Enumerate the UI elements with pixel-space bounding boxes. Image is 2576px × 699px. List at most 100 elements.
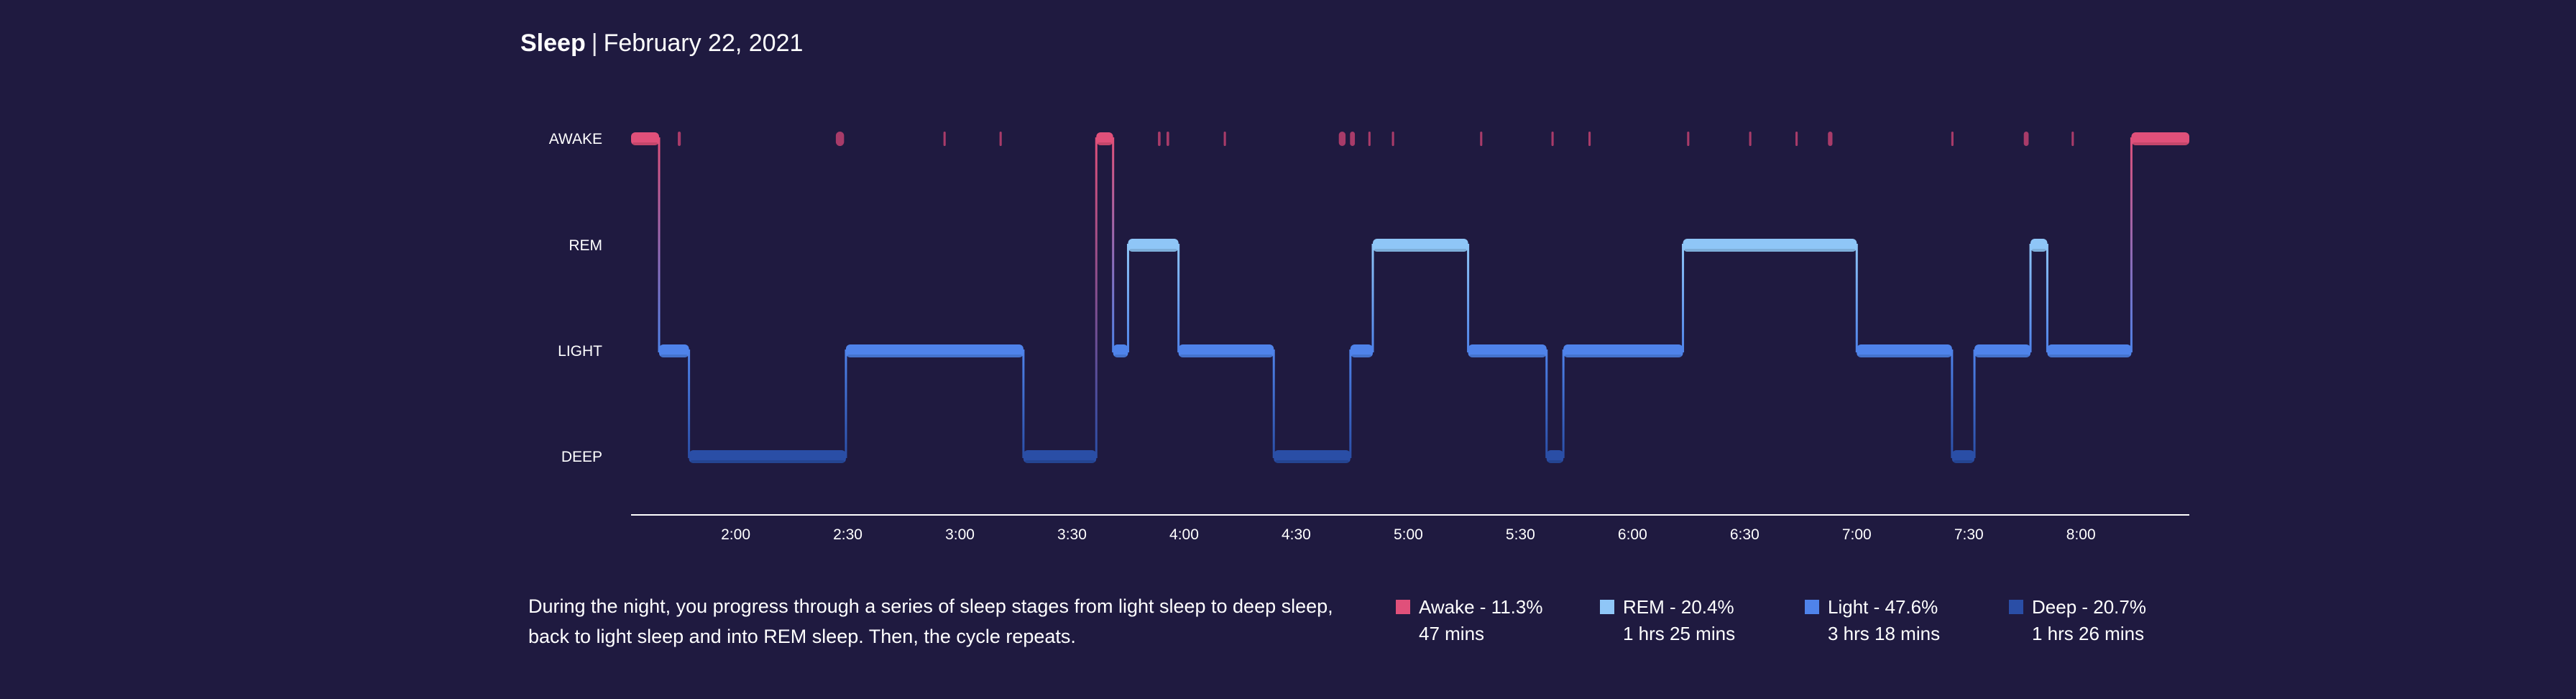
x-tick-label: 4:00: [1169, 526, 1199, 543]
legend-duration: 1 hrs 25 mins: [1623, 623, 1736, 644]
stage-transition: [1126, 244, 1129, 352]
sleep-segment-light: [658, 344, 689, 357]
x-tick-label: 5:00: [1394, 526, 1423, 543]
stage-transition: [2130, 137, 2133, 352]
brief-awakening-mark: [943, 132, 946, 146]
segment-bar: [1096, 132, 1113, 145]
x-tick-label: 7:30: [1954, 526, 1984, 543]
legend-duration: 1 hrs 26 mins: [2032, 623, 2145, 644]
segment-bar: [1546, 450, 1564, 463]
segment-bar: [1373, 239, 1468, 252]
segment-shade: [2032, 249, 2046, 252]
segment-shade: [1098, 142, 1112, 145]
sleep-segment-light: [1974, 344, 2031, 357]
legend-item-deep: Deep - 20.7% 1 hrs 26 mins: [2009, 594, 2225, 645]
light-swatch: [1805, 600, 1819, 614]
segment-bar: [1274, 450, 1351, 463]
segment-bar: [1178, 344, 1274, 357]
segment-shade: [1976, 355, 2030, 357]
x-tick-label: 3:00: [945, 526, 975, 543]
sleep-segment-light: [1857, 344, 1952, 357]
legend-duration: 3 hrs 18 mins: [1828, 623, 1941, 644]
page-title: Sleep: [520, 29, 586, 57]
segment-shade: [1275, 460, 1349, 463]
brief-awakening-mark: [1392, 132, 1394, 146]
brief-awakening-mark: [2023, 132, 2029, 146]
segment-bar: [1563, 344, 1683, 357]
brief-awakening-mark: [1480, 132, 1483, 146]
segment-bar: [658, 344, 689, 357]
brief-awakening-mark: [1223, 132, 1226, 146]
x-tick-label: 8:00: [2066, 526, 2096, 543]
sleep-segment-deep: [1023, 450, 1097, 463]
x-tick-label: 6:30: [1730, 526, 1760, 543]
segment-shade: [1547, 460, 1563, 463]
legend-label: REM - 20.4%: [1623, 595, 1734, 618]
segment-shade: [690, 460, 845, 463]
deep-swatch: [2009, 600, 2023, 614]
legend-duration: 47 mins: [1419, 623, 1485, 644]
sleep-segment-deep: [689, 450, 846, 463]
segment-bar: [1974, 344, 2031, 357]
sleep-stage-chart: AWAKE REM LIGHT DEEP 2:00 2:30 3:00 3:30 4:00 4:…: [549, 131, 2189, 543]
segment-shade: [1114, 355, 1127, 357]
segment-shade: [1858, 355, 1951, 357]
sleep-segment-rem: [1683, 239, 1857, 252]
brief-awakening-mark: [677, 132, 681, 146]
stage-label-awake: AWAKE: [549, 131, 602, 147]
segment-bar: [1468, 344, 1547, 357]
sleep-segment-deep: [1951, 450, 1975, 463]
segment-shade: [1565, 355, 1682, 357]
sleep-segment-awake: [1096, 132, 1113, 145]
brief-awakening-mark: [1828, 132, 1833, 146]
segment-bar: [689, 450, 846, 463]
brief-awakening-mark: [1167, 132, 1169, 146]
segment-bar: [1350, 344, 1374, 357]
sleep-segment-rem: [1373, 239, 1468, 252]
brief-awakening-mark: [2071, 132, 2074, 146]
stage-transition: [1112, 137, 1115, 352]
x-tick-label: 6:00: [1618, 526, 1647, 543]
brief-awakening-mark: [1795, 132, 1798, 146]
segment-bar: [1128, 239, 1179, 252]
segment-bar: [1857, 344, 1952, 357]
legend-label: Light - 47.6%: [1828, 595, 1938, 618]
segment-shade: [1469, 355, 1545, 357]
sleep-segment-light: [1468, 344, 1547, 357]
stage-transition: [688, 350, 691, 458]
segment-shade: [847, 355, 1022, 357]
brief-awakening-mark: [1338, 132, 1346, 146]
stage-transition: [1349, 350, 1352, 458]
stage-transition: [2046, 244, 2048, 352]
segment-shade: [2133, 142, 2188, 145]
sleep-segment-light: [1178, 344, 1274, 357]
brief-awakening-mark: [1749, 132, 1752, 146]
segment-bar: [1951, 450, 1975, 463]
stage-transition: [1272, 350, 1275, 458]
sleep-segment-light: [1563, 344, 1683, 357]
stage-transition: [1177, 244, 1180, 352]
x-tick-label: 3:30: [1057, 526, 1087, 543]
legend-label: Awake - 11.3%: [1419, 595, 1543, 618]
stage-transition: [1855, 244, 1858, 352]
brief-awakening-mark: [1551, 132, 1554, 146]
segment-bar: [2030, 239, 2048, 252]
brief-awakening-mark: [1368, 132, 1371, 146]
sleep-segment-rem: [1128, 239, 1179, 252]
sleep-segment-awake: [631, 132, 659, 145]
segment-shade: [1351, 355, 1372, 357]
legend-label: Deep - 20.7%: [2032, 595, 2146, 618]
brief-awakening-mark: [1951, 132, 1954, 146]
brief-awakening-mark: [1588, 132, 1591, 146]
brief-awakening-mark: [835, 132, 845, 146]
stage-transition: [1562, 350, 1565, 458]
sleep-segment-rem: [2030, 239, 2048, 252]
title-separator: |: [591, 29, 598, 57]
segment-shade: [1953, 460, 1974, 463]
segment-bar: [1113, 344, 1128, 357]
stage-label-rem: REM: [569, 237, 602, 254]
brief-awakening-mark: [1350, 132, 1356, 146]
x-tick-label: 5:30: [1506, 526, 1535, 543]
segment-shade: [660, 355, 688, 357]
brief-awakening-mark: [1687, 132, 1690, 146]
